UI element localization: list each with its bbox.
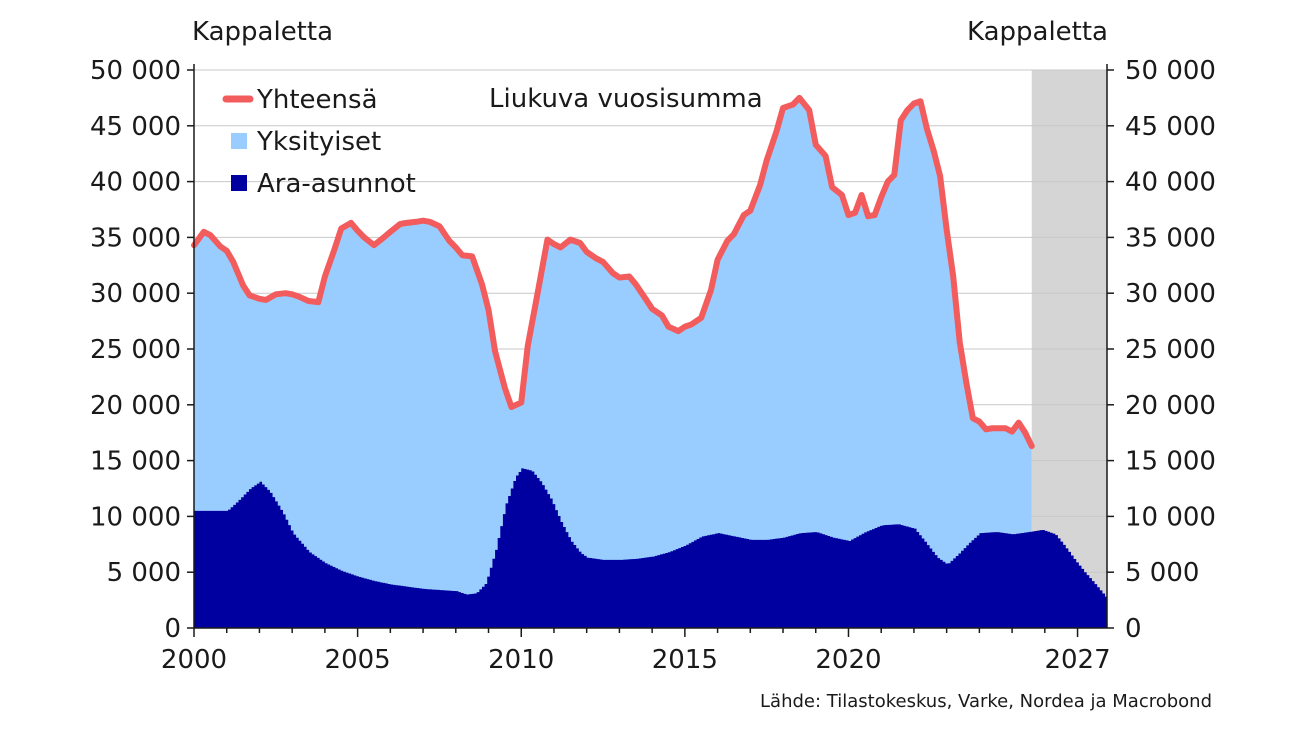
y-tick-label-right: 5 000 (1125, 558, 1199, 588)
x-tick-label: 2000 (161, 645, 227, 675)
area-private (194, 97, 1032, 628)
x-tick-label: 2005 (325, 645, 391, 675)
x-tick-labels: 2000 2005 2010 2015 2020 2027 (161, 645, 1111, 675)
y-tick-label-left: 30 000 (90, 279, 181, 309)
source-note: Lähde: Tilastokeskus, Varke, Nordea ja M… (760, 691, 1212, 712)
y-tick-label-left: 10 000 (90, 502, 181, 532)
y-tick-label-left: 0 (164, 614, 181, 644)
y-tick-label-right: 25 000 (1125, 335, 1216, 365)
y-tick-label-right: 20 000 (1125, 391, 1216, 421)
y-tick-label-right: 45 000 (1125, 112, 1216, 142)
y-tick-label-left: 20 000 (90, 391, 181, 421)
y-tick-label-right: 15 000 (1125, 447, 1216, 477)
y-tick-label-left: 15 000 (90, 447, 181, 477)
y-tick-label-right: 0 (1125, 614, 1142, 644)
y-tick-label-left: 45 000 (90, 112, 181, 142)
y-tick-labels-left: 0 5 000 10 000 15 000 20 000 25 000 30 000 35 0… (90, 56, 181, 644)
x-tick-label: 2010 (488, 645, 554, 675)
chart-title: Liukuva vuosisumma (489, 84, 763, 114)
legend-swatch-ara (231, 175, 247, 191)
x-tick-label: 2015 (652, 645, 718, 675)
axes (187, 64, 1114, 637)
y-tick-label-left: 25 000 (90, 335, 181, 365)
y-tick-label-right: 30 000 (1125, 279, 1216, 309)
lines (191, 94, 1035, 450)
y-tick-label-left: 35 000 (90, 223, 181, 253)
y-tick-label-right: 40 000 (1125, 168, 1216, 198)
line-total (191, 94, 1035, 450)
legend-label-ara: Ara-asunnot (257, 169, 416, 199)
x-tick-label: 2027 (1044, 645, 1110, 675)
legend-swatch-private (231, 133, 247, 149)
area-ara (194, 468, 1107, 628)
y-tick-label-left: 5 000 (107, 558, 181, 588)
y-tick-label-right: 50 000 (1125, 56, 1216, 86)
y-tick-label-right: 35 000 (1125, 223, 1216, 253)
x-tick-label: 2020 (815, 645, 881, 675)
y-tick-label-right: 10 000 (1125, 502, 1216, 532)
y-axis-unit-left: Kappaletta (192, 17, 333, 47)
legend-label-total: Yhteensä (256, 85, 378, 115)
y-tick-labels-right: 0 5 000 10 000 15 000 20 000 25 000 30 000 35 0… (1125, 56, 1216, 644)
areas (194, 97, 1107, 628)
y-tick-label-left: 40 000 (90, 168, 181, 198)
legend-label-private: Yksityiset (256, 127, 381, 157)
y-axis-unit-right: Kappaletta (967, 17, 1108, 47)
legend: Yhteensä Yksityiset Ara-asunnot (222, 85, 416, 199)
y-tick-label-left: 50 000 (90, 56, 181, 86)
